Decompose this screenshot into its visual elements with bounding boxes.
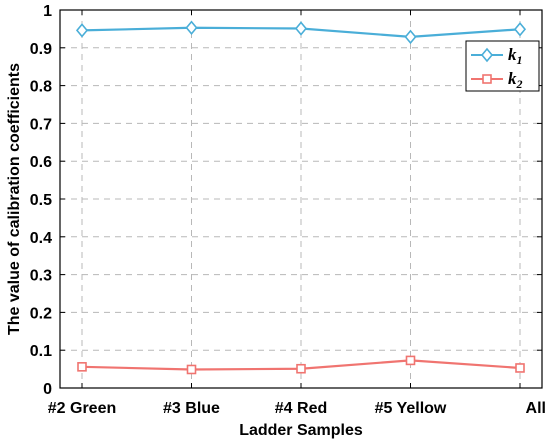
data-point-square xyxy=(186,364,197,375)
x-axis-title: Ladder Samples xyxy=(239,422,363,439)
legend-label-name: k xyxy=(508,69,517,88)
grid-lines xyxy=(60,10,542,388)
legend-label-name: k xyxy=(508,45,517,64)
x-tick-label: #4 Red xyxy=(275,400,327,417)
y-tick-label: 0.3 xyxy=(30,268,52,285)
legend-label: k2 xyxy=(508,69,523,91)
legend-marker-square xyxy=(482,74,492,84)
x-axis-ticks: #2 Green #3 Blue #4 Red #5 Yellow All xyxy=(48,10,546,417)
data-point-diamond xyxy=(404,29,417,45)
data-point-square xyxy=(77,362,87,372)
y-tick-label: 0.9 xyxy=(30,41,52,58)
legend-label-subscript: 1 xyxy=(517,53,523,67)
y-tick-label: 0 xyxy=(43,381,52,398)
y-tick-label: 0.6 xyxy=(30,154,52,171)
data-point-diamond xyxy=(513,22,527,37)
data-point-square xyxy=(296,363,306,374)
chart-series xyxy=(75,20,527,375)
x-tick-label: #3 Blue xyxy=(163,400,220,417)
y-tick-label: 0.5 xyxy=(30,192,52,209)
data-point-diamond xyxy=(294,21,308,36)
legend-box xyxy=(465,40,540,92)
x-tick-label: #2 Green xyxy=(48,400,116,417)
y-tick-label: 0.7 xyxy=(30,116,52,133)
y-tick-label: 0.1 xyxy=(30,343,52,360)
series-k1 xyxy=(75,20,527,45)
y-axis-title: The value of calibration coefficients xyxy=(6,63,23,335)
series-k2 xyxy=(77,355,525,375)
legend-marker-diamond xyxy=(480,47,494,63)
data-point-diamond xyxy=(185,20,198,36)
y-tick-label: 0.8 xyxy=(30,79,52,96)
data-point-square xyxy=(515,363,525,373)
legend-item: k2 xyxy=(471,69,523,91)
legend-item: k1 xyxy=(471,45,523,67)
y-tick-label: 0.2 xyxy=(30,305,52,322)
x-tick-label: All xyxy=(526,400,546,417)
data-point-diamond xyxy=(75,23,89,38)
legend-label: k1 xyxy=(508,45,523,67)
data-point-square xyxy=(405,355,416,366)
x-tick-label: #5 Yellow xyxy=(375,400,447,417)
y-tick-label: 1 xyxy=(43,3,52,20)
legend-label-subscript: 2 xyxy=(516,77,523,91)
y-axis-ticks: 0 0.1 0.2 0.3 0.4 0.5 0.6 0.7 0.8 0.9 1 xyxy=(30,3,542,398)
y-tick-label: 0.4 xyxy=(30,230,52,247)
